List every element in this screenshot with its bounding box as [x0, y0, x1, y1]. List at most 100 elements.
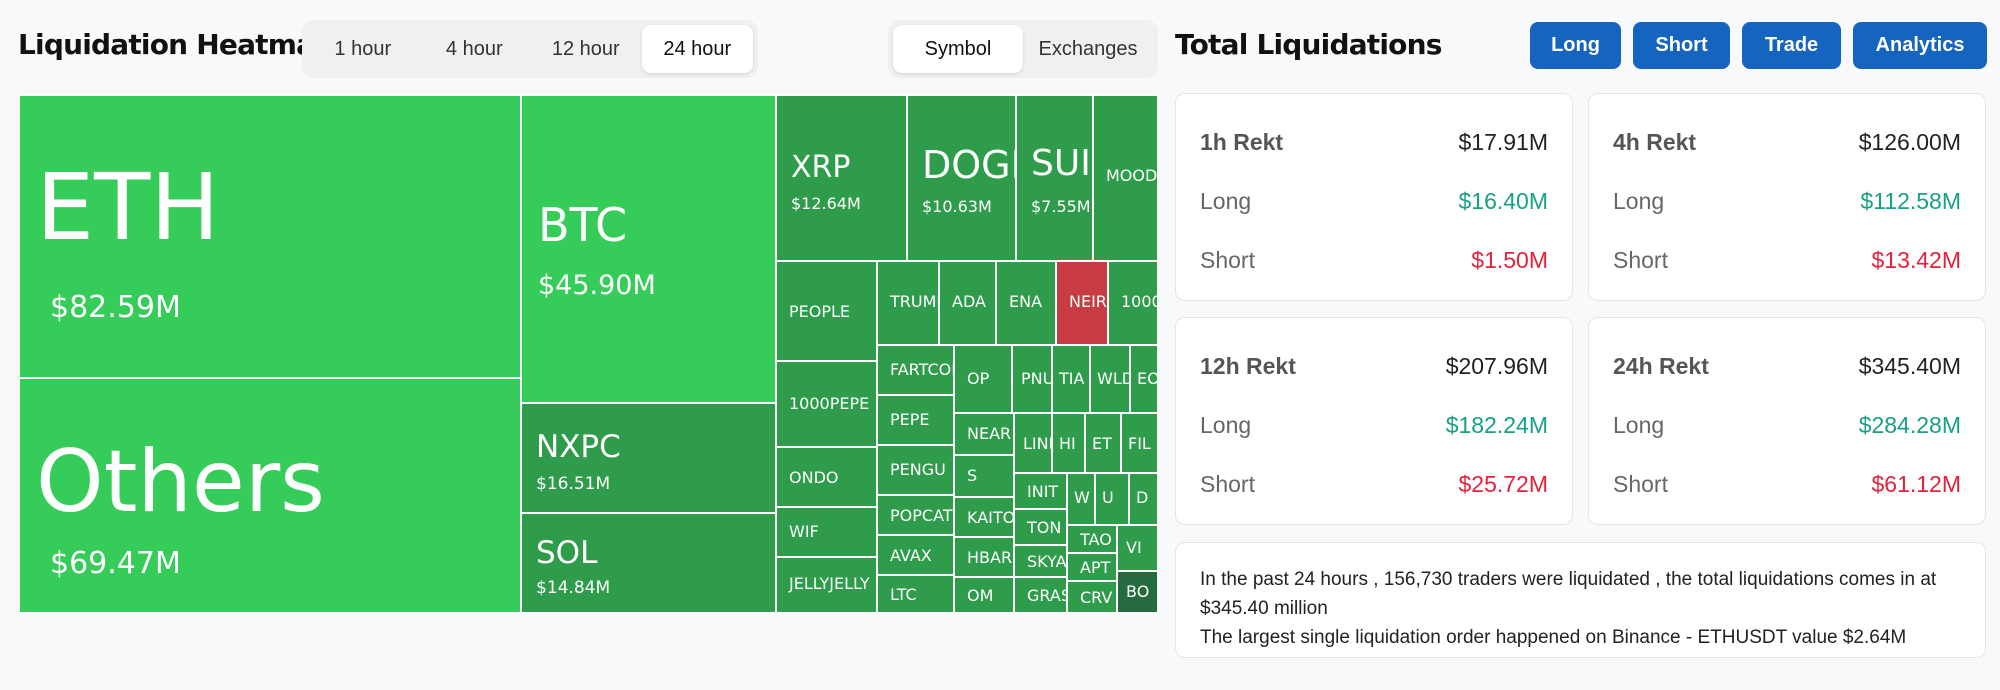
short-label: Short: [1613, 471, 1668, 497]
tab-symbol[interactable]: Symbol: [893, 25, 1023, 73]
treemap-tile-sol[interactable]: SOL $14.84M: [521, 513, 776, 613]
short-label: Short: [1200, 471, 1255, 497]
treemap-tile-ada[interactable]: ADA: [939, 261, 996, 345]
treemap-tile-s[interactable]: S: [954, 455, 1014, 497]
long-button[interactable]: Long: [1530, 22, 1621, 69]
treemap-tile-tia[interactable]: TIA: [1052, 345, 1090, 413]
tile-symbol: ENA: [1009, 292, 1043, 311]
trade-button[interactable]: Trade: [1742, 22, 1841, 69]
treemap-tile-pepe[interactable]: PEPE: [877, 395, 954, 445]
summary-line-2: The largest single liquidation order hap…: [1200, 627, 1907, 648]
tile-symbol: APT: [1080, 558, 1111, 577]
tile-value: $45.90M: [538, 270, 656, 301]
treemap-tile-grass[interactable]: GRASS: [1014, 577, 1067, 613]
tile-value: $16.51M: [536, 474, 611, 494]
long-label: Long: [1200, 412, 1252, 438]
treemap-tile-eth[interactable]: ETH $82.59M: [19, 95, 521, 378]
tab-12-hour[interactable]: 12 hour: [551, 37, 620, 60]
short-button[interactable]: Short: [1633, 22, 1730, 69]
treemap-tile-xrp[interactable]: XRP $12.64M: [776, 95, 907, 261]
treemap-tile-om[interactable]: OM: [954, 577, 1014, 613]
treemap-tile-1000pepe[interactable]: 1000PEPE: [776, 361, 877, 447]
treemap-tile-pengu[interactable]: PENGU: [877, 445, 954, 495]
analytics-button[interactable]: Analytics: [1853, 22, 1987, 69]
tile-symbol: BTC: [538, 198, 628, 252]
tile-symbol: EO: [1137, 369, 1158, 388]
treemap-tile-btc[interactable]: BTC $45.90M: [521, 95, 776, 403]
tile-value: $10.63M: [922, 197, 992, 216]
tile-symbol: KAITO: [967, 508, 1014, 527]
tab-4-hour[interactable]: 4 hour: [445, 37, 503, 60]
treemap-tile-others[interactable]: Others $69.47M: [19, 378, 521, 613]
treemap-tile-fil[interactable]: FIL: [1121, 413, 1158, 473]
treemap-tile-bo[interactable]: BO: [1117, 571, 1158, 613]
treemap-tile-tao[interactable]: TAO: [1067, 525, 1117, 553]
treemap-tile-moodeng[interactable]: MOODENG: [1093, 95, 1158, 261]
treemap-tile-ena[interactable]: ENA: [996, 261, 1056, 345]
treemap-tile-ltc[interactable]: LTC: [877, 575, 954, 613]
treemap-tile-hi[interactable]: HI: [1052, 413, 1085, 473]
treemap-tile-ondo[interactable]: ONDO: [776, 447, 877, 507]
treemap-tile-fartcoin[interactable]: FARTCOIN: [877, 345, 954, 395]
tile-symbol: SOL: [536, 535, 598, 571]
card-title: 24h Rekt: [1613, 353, 1709, 379]
treemap-tile-vi[interactable]: VI: [1117, 525, 1158, 571]
tile-symbol: PNUT: [1021, 369, 1051, 388]
tile-symbol: TAO: [1080, 530, 1112, 549]
short-value: $61.12M: [1871, 471, 1961, 497]
tile-symbol: NXPC: [536, 429, 621, 465]
tile-symbol: MOODENG: [1106, 166, 1158, 185]
tab-1-hour[interactable]: 1 hour: [334, 37, 392, 60]
tile-symbol: 1000PEPE: [789, 394, 870, 413]
treemap-tile-sui[interactable]: SUI $7.55M: [1016, 95, 1093, 261]
tile-symbol: SKYA: [1027, 552, 1067, 571]
long-value: $182.24M: [1445, 412, 1548, 438]
treemap-tile-d[interactable]: D: [1129, 473, 1158, 525]
tile-value: $82.59M: [50, 290, 181, 325]
tile-symbol: INIT: [1027, 482, 1059, 501]
treemap-tile-1000[interactable]: 1000: [1108, 261, 1158, 345]
treemap-tile-crv[interactable]: CRV: [1067, 581, 1117, 613]
treemap-tile-link[interactable]: LINK: [1014, 413, 1052, 473]
treemap-tile-near[interactable]: NEAR: [954, 413, 1014, 455]
tile-symbol: TIA: [1059, 369, 1085, 388]
treemap-tile-avax[interactable]: AVAX: [877, 535, 954, 575]
treemap-tile-nxpc[interactable]: NXPC $16.51M: [521, 403, 776, 513]
tile-symbol: ONDO: [789, 468, 839, 487]
total-liquidations-title: Total Liquidations: [1175, 28, 1442, 61]
treemap-tile-apt[interactable]: APT: [1067, 553, 1117, 581]
heatmap-title: Liquidation Heatmap: [18, 28, 334, 61]
tile-value: $14.84M: [536, 578, 611, 598]
tile-symbol: TON: [1027, 518, 1062, 537]
treemap-tile-op[interactable]: OP: [954, 345, 1012, 413]
treemap-tile-ton[interactable]: TON: [1014, 509, 1067, 545]
treemap-tile-init[interactable]: INIT: [1014, 473, 1067, 509]
treemap-tile-popcat[interactable]: POPCAT: [877, 495, 954, 535]
tile-symbol: WLD: [1097, 369, 1129, 388]
treemap-tile-people[interactable]: PEOPLE: [776, 261, 877, 361]
long-value: $112.58M: [1860, 188, 1961, 214]
tab-24-hour[interactable]: 24 hour: [641, 25, 753, 73]
treemap-tile-doge[interactable]: DOGE $10.63M: [907, 95, 1016, 261]
treemap-tile-wif[interactable]: WIF: [776, 507, 877, 557]
treemap-tile-neiro[interactable]: NEIRO: [1056, 261, 1108, 345]
treemap-tile-w[interactable]: W: [1067, 473, 1095, 525]
tile-symbol: HBAR: [967, 548, 1013, 567]
treemap-tile-u[interactable]: U: [1095, 473, 1129, 525]
time-range-selector: 1 hour 4 hour 12 hour 24 hour: [302, 20, 758, 78]
tile-symbol: CRV: [1080, 588, 1113, 607]
treemap-tile-eo[interactable]: EO: [1130, 345, 1158, 413]
tab-exchanges[interactable]: Exchanges: [1038, 37, 1138, 60]
tile-symbol: S: [967, 466, 978, 485]
tile-symbol: POPCAT: [890, 506, 953, 525]
treemap-tile-trump[interactable]: TRUMP: [877, 261, 939, 345]
treemap-tile-hbar[interactable]: HBAR: [954, 537, 1014, 577]
treemap-tile-et[interactable]: ET: [1085, 413, 1121, 473]
treemap-tile-jellyjelly[interactable]: JELLYJELLY: [776, 557, 877, 613]
treemap-tile-wld[interactable]: WLD: [1090, 345, 1130, 413]
treemap-tile-kaito[interactable]: KAITO: [954, 497, 1014, 537]
tile-symbol: BO: [1126, 582, 1150, 601]
treemap-tile-skya[interactable]: SKYA: [1014, 545, 1067, 577]
treemap-tile-pnut[interactable]: PNUT: [1012, 345, 1052, 413]
long-value: $284.28M: [1858, 412, 1961, 438]
